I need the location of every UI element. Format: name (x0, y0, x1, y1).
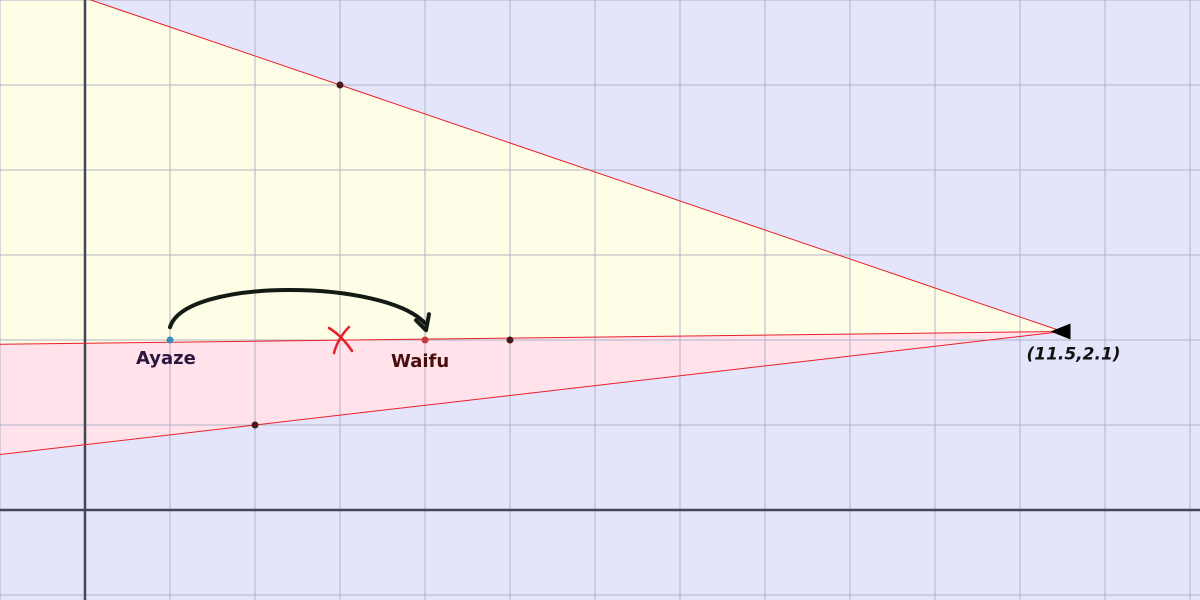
point-middle-point (506, 336, 514, 344)
vertex-triangle-marker (1050, 323, 1071, 340)
waifu-label: Waifu (391, 351, 449, 372)
point-upper-point (336, 81, 344, 89)
middle-boundary-line (0, 331, 1063, 345)
point-lower-point (251, 421, 259, 429)
upper-boundary-line (89, 0, 1063, 332)
jump-arrow (168, 288, 427, 330)
jump-arrow-head (414, 312, 431, 333)
points (166, 81, 514, 429)
yellow-region (0, 0, 1063, 345)
ayaze-label: Ayaze (136, 348, 196, 369)
vertex-coordinate-label: (11.5,2.1) (1027, 345, 1121, 365)
point-ayaze (166, 336, 174, 344)
lower-boundary-line (0, 331, 1063, 456)
point-waifu (421, 336, 429, 344)
cross-mark (327, 325, 354, 355)
